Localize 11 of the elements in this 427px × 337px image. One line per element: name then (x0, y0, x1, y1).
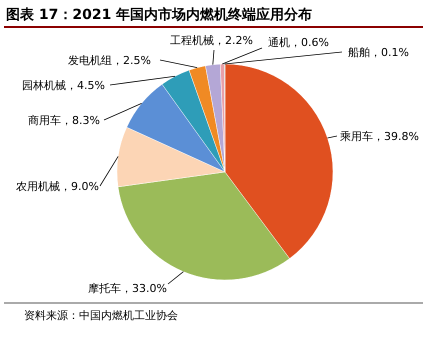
slice-label: 通机，0.6% (268, 36, 329, 49)
slice-label: 工程机械，2.2% (170, 34, 253, 47)
slice-label: 农用机械，9.0% (16, 180, 99, 193)
slice-label: 园林机械，4.5% (22, 79, 105, 92)
slice-label: 船舶，0.1% (348, 46, 409, 59)
text: 资料来源：中国内燃机工业协会 (24, 309, 178, 322)
slice-label: 摩托车，33.0% (88, 282, 167, 295)
slice-label: 商用车，8.3% (28, 114, 100, 127)
slice-label: 发电机组，2.5% (68, 54, 151, 67)
slice-label: 乘用车，39.8% (340, 130, 419, 143)
chart-title: 图表 17：2021 年国内市场内燃机终端应用分布 (6, 6, 312, 23)
